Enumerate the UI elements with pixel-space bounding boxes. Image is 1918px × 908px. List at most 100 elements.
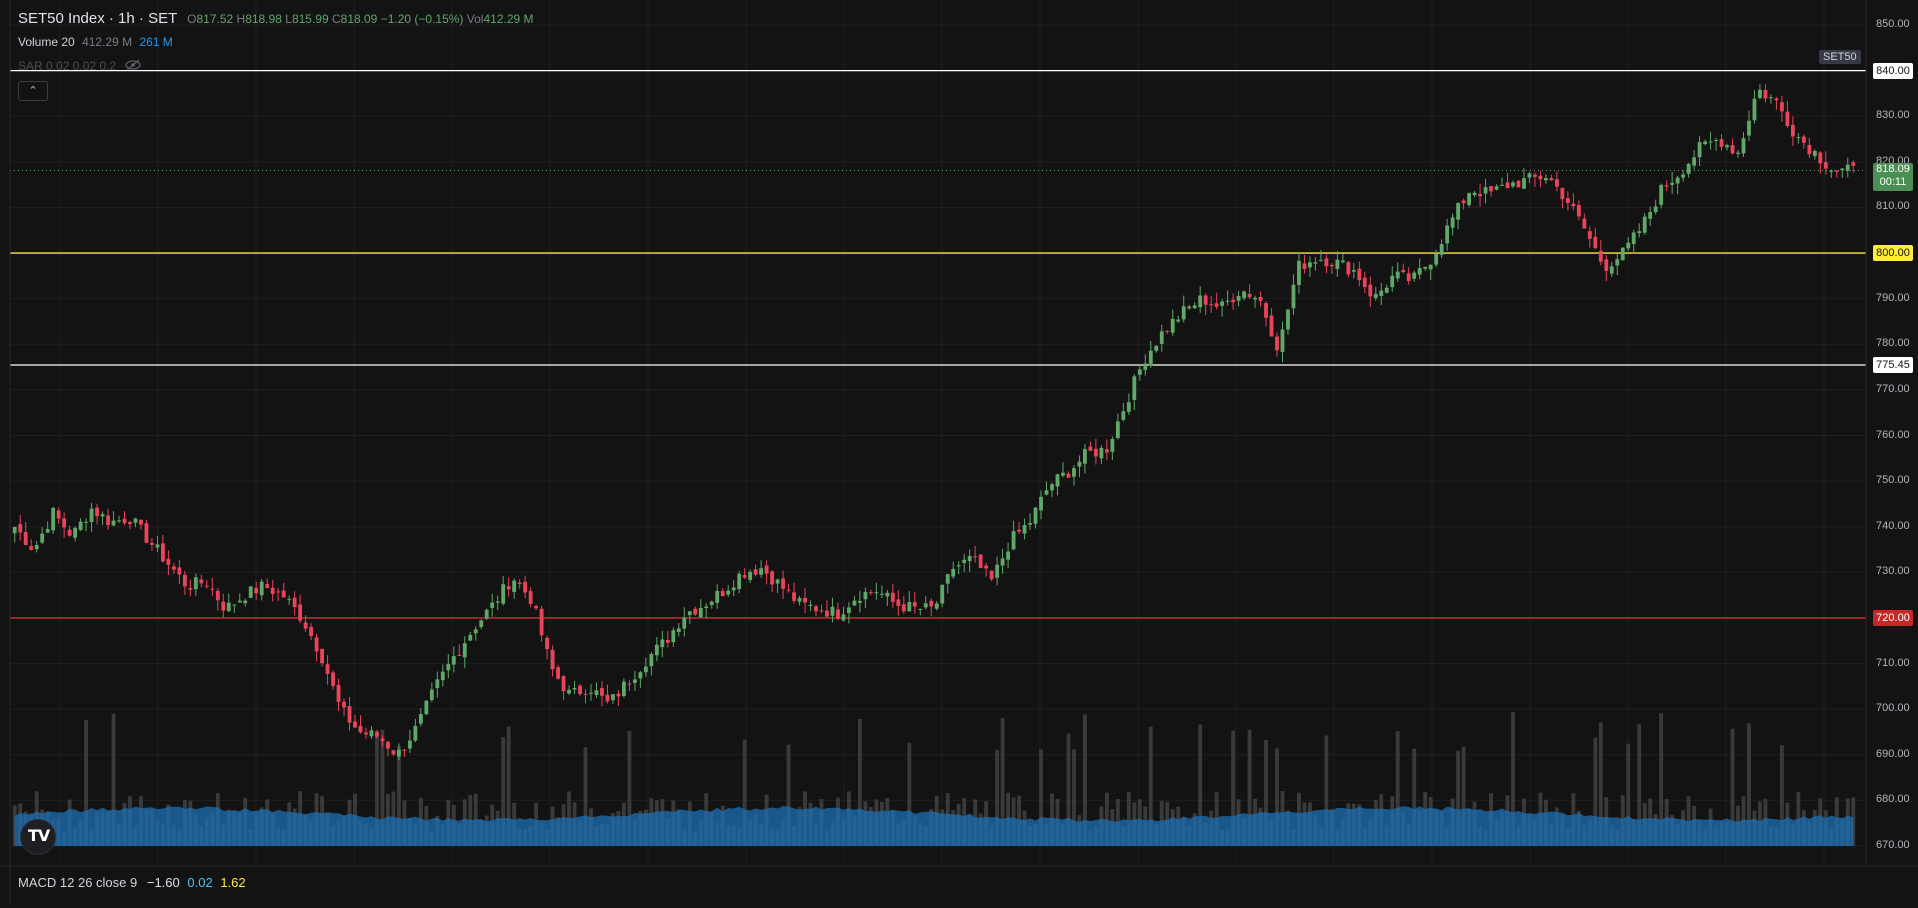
candle-body: [254, 587, 259, 594]
candle-body: [748, 571, 753, 581]
candle-body: [1220, 301, 1225, 306]
candle-body: [1428, 264, 1433, 270]
symbol-title[interactable]: SET50 Index · 1h · SET: [18, 10, 177, 27]
candle-body: [171, 566, 176, 570]
volume-bar: [1148, 726, 1153, 846]
candle-body: [1351, 270, 1356, 272]
candle-body: [1494, 186, 1499, 190]
candle-body: [84, 521, 89, 523]
candle-body: [166, 558, 171, 565]
candle-body: [1681, 174, 1686, 178]
candle-body: [539, 608, 544, 636]
candle-body: [847, 607, 851, 614]
candle-body: [122, 518, 127, 524]
candle-body: [150, 542, 154, 545]
candle-body: [1593, 236, 1598, 249]
candle-body: [517, 582, 522, 585]
candle-body: [1522, 178, 1526, 189]
candle-body: [1714, 139, 1718, 141]
collapse-legend-button[interactable]: ⌃: [18, 81, 48, 101]
candle-body: [506, 586, 511, 590]
candle-body: [589, 692, 593, 694]
candle-body: [1055, 474, 1060, 487]
candle-body: [1785, 111, 1790, 127]
horizontal-line-price-tag[interactable]: 775.45: [1873, 357, 1913, 374]
candle-body: [600, 688, 604, 696]
candle-body: [292, 597, 297, 608]
candle-body: [1527, 173, 1532, 178]
candle-body: [1324, 258, 1329, 267]
candle-body: [1840, 168, 1845, 171]
candle-body: [1072, 468, 1076, 477]
volume-indicator-name: Volume 20: [18, 35, 75, 49]
candle-body: [270, 587, 275, 594]
candle-body: [1269, 315, 1274, 337]
candle-body: [808, 604, 813, 606]
candle-body: [325, 664, 330, 674]
candle-body: [1231, 299, 1236, 303]
candle-body: [1697, 142, 1702, 158]
candle-body: [781, 578, 785, 589]
candle-body: [1659, 184, 1664, 205]
candle-body: [1395, 271, 1400, 279]
symbol-badge: SET50: [1819, 50, 1861, 64]
candle-body: [1560, 187, 1565, 200]
volume-ma-value: 261 M: [139, 35, 173, 49]
macd-legend[interactable]: MACD 12 26 close 9 −1.60 0.02 1.62: [18, 875, 246, 890]
candle-body: [1576, 205, 1581, 217]
candle-body: [841, 614, 846, 621]
candle-body: [347, 705, 352, 723]
horizontal-line-price-tag[interactable]: 840.00: [1873, 62, 1913, 79]
candle-body: [693, 608, 698, 615]
volume-bar: [1626, 743, 1631, 846]
candle-body: [484, 609, 489, 619]
candle-body: [12, 526, 17, 534]
y-axis-tick-label: 750.00: [1876, 474, 1910, 487]
candle-body: [545, 637, 550, 650]
candle-body: [528, 591, 533, 604]
candle-body: [144, 523, 149, 543]
candle-body: [210, 588, 215, 590]
candle-body: [133, 518, 138, 523]
tradingview-logo[interactable]: TV: [20, 819, 56, 855]
candle-body: [1609, 266, 1614, 274]
candle-body: [1209, 304, 1214, 306]
symbol-legend[interactable]: SET50 Index · 1h · SET O817.52 H818.98 L…: [18, 10, 534, 27]
candle-body: [654, 644, 659, 656]
y-axis-tick-label: 670.00: [1876, 839, 1910, 851]
candle-body: [161, 543, 165, 562]
y-axis-tick-label: 760.00: [1876, 428, 1910, 441]
horizontal-line-price-tag[interactable]: 720.00: [1873, 609, 1913, 626]
candle-body: [1297, 260, 1301, 285]
candle-body: [951, 568, 956, 577]
candle-body: [1165, 330, 1170, 332]
horizontal-line-price-tag[interactable]: 800.00: [1873, 245, 1913, 262]
volume-legend[interactable]: Volume 20 412.29 M 261 M: [18, 35, 173, 49]
candle-body: [237, 600, 242, 603]
volume-bar: [1412, 748, 1417, 846]
candle-body: [402, 749, 407, 751]
candle-body: [572, 687, 577, 690]
candle-body: [1620, 247, 1625, 261]
candle-body: [1291, 284, 1296, 309]
eye-hidden-icon[interactable]: [125, 59, 142, 74]
y-axis-tick-label: 700.00: [1876, 702, 1910, 715]
candle-body: [792, 592, 796, 601]
candle-body: [232, 604, 237, 606]
candle-body: [45, 529, 50, 533]
volume-value: 412.29 M: [82, 35, 133, 49]
sar-legend[interactable]: SAR 0.02 0.02 0.2: [18, 59, 142, 74]
volume-bar: [1637, 724, 1642, 846]
low-label: L: [285, 12, 292, 26]
candle-body: [1615, 259, 1620, 266]
volume-bar: [1511, 711, 1515, 846]
candle-body: [1154, 345, 1159, 351]
candle-body: [1845, 164, 1850, 171]
y-axis-tick-label: 830.00: [1876, 109, 1910, 122]
candle-body: [665, 639, 670, 643]
vol-label: Vol: [466, 12, 484, 26]
candle-body: [1587, 231, 1592, 239]
candle-body: [830, 606, 835, 616]
